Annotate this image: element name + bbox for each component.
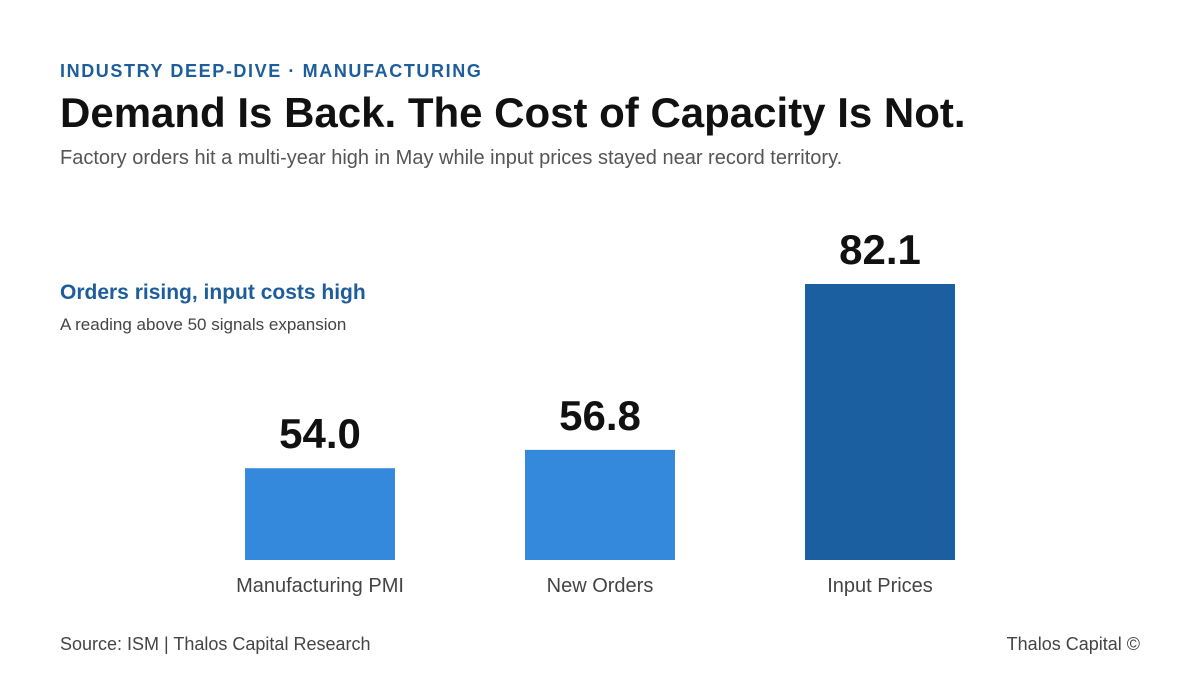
category-label-input-prices: Input Prices	[827, 575, 933, 597]
brand-credit: Thalos Capital ©	[1006, 634, 1140, 654]
source-note: Source: ISM | Thalos Capital Research	[60, 634, 371, 654]
eyebrow-label: INDUSTRY DEEP-DIVE · MANUFACTURING	[60, 61, 483, 81]
page-subtitle: Factory orders hit a multi-year high in …	[60, 147, 843, 169]
chart-title: Orders rising, input costs high	[60, 281, 366, 304]
category-label-new-orders: New Orders	[547, 575, 654, 597]
bar-input-prices	[805, 284, 955, 560]
value-label-manufacturing-pmi: 54.0	[279, 410, 361, 457]
bar-manufacturing-pmi	[245, 468, 395, 560]
bar-new-orders	[525, 449, 675, 560]
bar-chart: 54.0 Manufacturing PMI 56.8 New Orders 82.1 I…	[236, 226, 955, 597]
chart-subtitle: A reading above 50 signals expansion	[60, 315, 347, 334]
value-label-input-prices: 82.1	[839, 226, 921, 273]
category-label-manufacturing-pmi: Manufacturing PMI	[236, 575, 404, 597]
page-title: Demand Is Back. The Cost of Capacity Is …	[60, 89, 966, 136]
value-label-new-orders: 56.8	[559, 392, 641, 439]
